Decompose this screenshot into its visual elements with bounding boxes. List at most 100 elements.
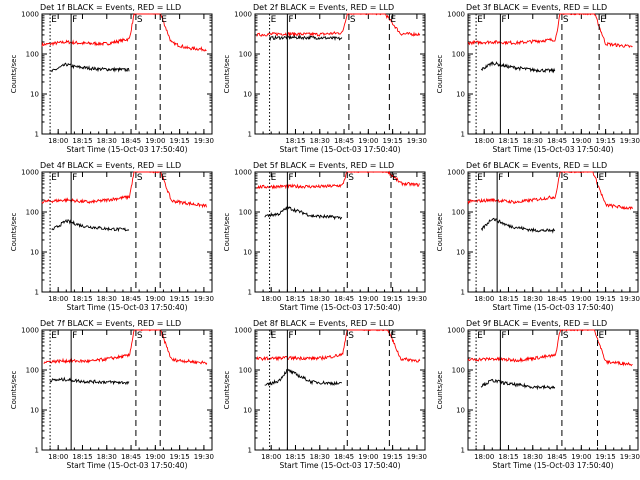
- events-series: [480, 378, 556, 391]
- x-tick-label: 18:15: [498, 137, 518, 145]
- panel-det-8: Det 8f BLACK = Events, RED = LLD 1 10 100 10…: [223, 319, 427, 470]
- marker-label-s: S: [563, 173, 569, 183]
- marker-label-f: F: [501, 15, 506, 25]
- x-tick-label: 19:30: [407, 295, 427, 303]
- marker-label-e: E: [161, 15, 167, 25]
- x-tick-label: 18:45: [334, 137, 354, 145]
- x-axis-label: Start Time (15-Oct-03 17:50:40): [279, 303, 400, 312]
- x-tick-label: 18:45: [334, 453, 354, 461]
- plot-frame: [41, 171, 213, 293]
- events-series: [51, 219, 130, 233]
- x-axis-label: Start Time (15-Oct-03 17:50:40): [66, 303, 187, 312]
- marker-label-e: E: [599, 173, 605, 183]
- lld-series: [41, 13, 207, 52]
- x-tick-label: 18:15: [498, 453, 518, 461]
- x-tick-label: 18:45: [547, 453, 567, 461]
- lld-series: [41, 171, 207, 209]
- lld-series: [467, 13, 633, 49]
- panel-title: Det 6f BLACK = Events, RED = LLD: [466, 161, 607, 170]
- plot-frame: [254, 13, 426, 135]
- marker-label-f: F: [498, 173, 503, 183]
- events-series: [264, 204, 343, 221]
- y-tick-label: 100: [452, 51, 465, 59]
- panel-det-3: Det 3f BLACK = Events, RED = LLD 1 10 100 10…: [436, 3, 640, 154]
- y-tick-label: 100: [26, 51, 39, 59]
- x-tick-label: 18:30: [523, 137, 543, 145]
- x-tick-label: 19:15: [596, 137, 616, 145]
- plot-frame: [41, 329, 213, 451]
- events-series: [264, 368, 343, 387]
- marker-label-f: F: [288, 173, 293, 183]
- marker-label-s: S: [563, 331, 569, 341]
- x-tick-label: 19:00: [145, 453, 165, 461]
- y-tick-label: 1: [35, 131, 39, 139]
- y-tick-label: 10: [30, 91, 39, 99]
- x-tick-label: 18:00: [261, 453, 281, 461]
- marker-label-s: S: [348, 173, 354, 183]
- lld-series: [256, 329, 421, 363]
- panel-title: Det 4f BLACK = Events, RED = LLD: [40, 161, 181, 170]
- marker-label-s: S: [348, 331, 354, 341]
- y-tick-label: 1000: [234, 11, 252, 19]
- y-axis-label: Counts/sec: [10, 55, 18, 94]
- plot-frame: [467, 13, 639, 135]
- y-tick-label: 1000: [447, 169, 465, 177]
- y-tick-label: 100: [452, 367, 465, 375]
- x-axis-label: Start Time (15-Oct-03 17:50:40): [279, 461, 400, 470]
- plot-frame: [467, 329, 639, 451]
- lld-series: [467, 329, 633, 367]
- x-tick-label: 18:30: [97, 295, 117, 303]
- plot-frame: [254, 171, 426, 293]
- x-tick-label: 18:30: [97, 137, 117, 145]
- y-axis-label: Counts/sec: [223, 213, 231, 252]
- marker-label-s: S: [563, 15, 569, 25]
- y-tick-label: 1: [461, 131, 465, 139]
- x-tick-label: 19:15: [596, 453, 616, 461]
- x-tick-label: 19:00: [358, 295, 378, 303]
- x-tick-label: 19:30: [194, 137, 214, 145]
- x-tick-label: 19:30: [620, 295, 640, 303]
- x-tick-label: 19:00: [571, 137, 591, 145]
- marker-label-e: E: [51, 331, 57, 341]
- marker-label-e: E: [477, 15, 483, 25]
- y-tick-label: 1000: [21, 327, 39, 335]
- x-tick-label: 19:15: [170, 453, 190, 461]
- y-tick-label: 1000: [21, 169, 39, 177]
- marker-label-s: S: [137, 173, 143, 183]
- y-tick-label: 10: [456, 91, 465, 99]
- panel-det-9: Det 9f BLACK = Events, RED = LLD 1 10 100 10…: [436, 319, 640, 470]
- y-axis-label: Counts/sec: [436, 371, 444, 410]
- x-tick-label: 19:00: [571, 453, 591, 461]
- x-tick-label: 19:15: [170, 137, 190, 145]
- marker-label-e: E: [271, 331, 277, 341]
- panel-title: Det 5f BLACK = Events, RED = LLD: [253, 161, 394, 170]
- panel-title: Det 8f BLACK = Events, RED = LLD: [253, 319, 394, 328]
- plot-frame: [254, 329, 426, 451]
- x-tick-label: 19:15: [383, 295, 403, 303]
- y-tick-label: 100: [452, 209, 465, 217]
- lld-series: [43, 329, 208, 366]
- y-tick-label: 10: [243, 407, 252, 415]
- x-tick-label: 18:00: [48, 295, 68, 303]
- y-tick-label: 1: [248, 447, 252, 455]
- events-series: [480, 61, 556, 74]
- y-tick-label: 10: [456, 249, 465, 257]
- panel-title: Det 2f BLACK = Events, RED = LLD: [253, 3, 394, 12]
- y-axis-label: Counts/sec: [10, 213, 18, 252]
- x-axis-label: Start Time (15-Oct-03 17:50:40): [279, 145, 400, 154]
- y-tick-label: 100: [26, 209, 39, 217]
- x-tick-label: 18:30: [310, 295, 330, 303]
- panel-det-1: Det 1f BLACK = Events, RED = LLD 1 10 100 10…: [10, 3, 214, 154]
- y-tick-label: 10: [456, 407, 465, 415]
- x-tick-label: 18:30: [523, 295, 543, 303]
- x-tick-label: 19:30: [407, 453, 427, 461]
- x-tick-label: 18:15: [285, 295, 305, 303]
- marker-label-e: E: [161, 331, 167, 341]
- marker-label-f: F: [288, 15, 293, 25]
- y-tick-label: 10: [243, 91, 252, 99]
- y-tick-label: 1: [461, 289, 465, 297]
- y-tick-label: 1000: [234, 327, 252, 335]
- y-axis-label: Counts/sec: [436, 55, 444, 94]
- x-tick-label: 18:45: [121, 453, 141, 461]
